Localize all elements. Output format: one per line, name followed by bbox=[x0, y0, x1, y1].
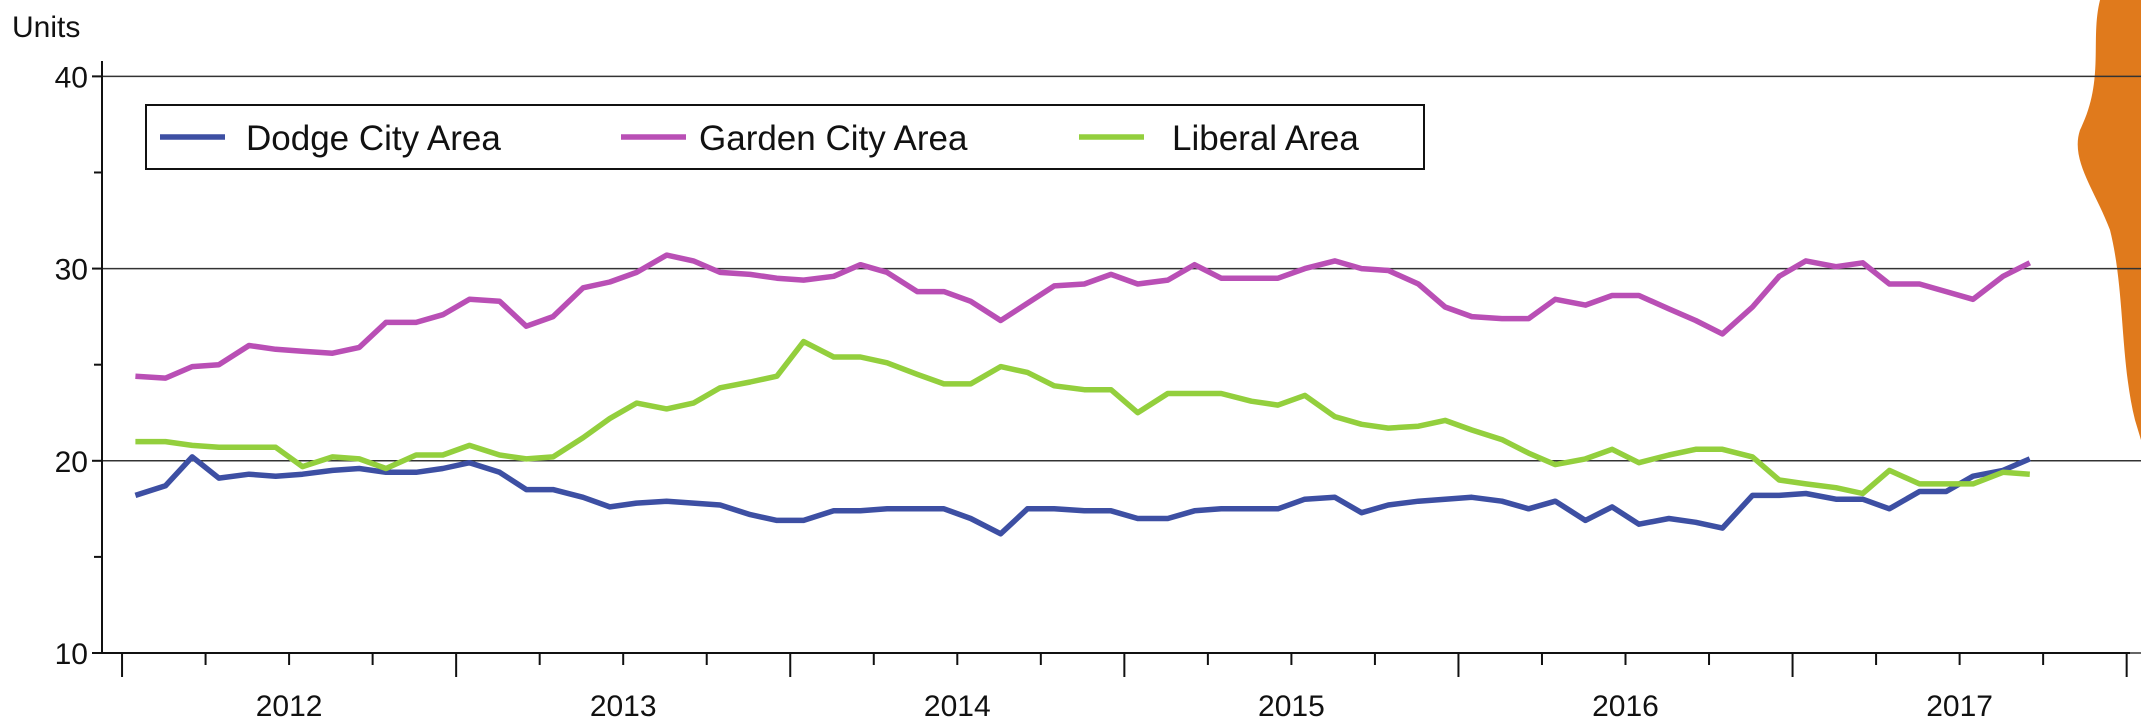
x-tick-label: 2014 bbox=[924, 690, 991, 723]
y-tick-label: 30 bbox=[55, 254, 88, 287]
y-tick-label: 40 bbox=[55, 61, 88, 94]
legend-label: Dodge City Area bbox=[246, 119, 501, 158]
legend: Dodge City Area Garden City Area Liberal A… bbox=[145, 104, 1425, 170]
y-tick-label: 20 bbox=[55, 446, 88, 479]
legend-label: Liberal Area bbox=[1172, 119, 1359, 158]
legend-box bbox=[145, 104, 1425, 170]
series-line bbox=[135, 338, 2030, 497]
legend-label: Garden City Area bbox=[699, 119, 968, 158]
x-tick-label: 2013 bbox=[590, 690, 657, 723]
background-fragment bbox=[2077, 0, 2141, 440]
x-tick-label: 2015 bbox=[1258, 690, 1325, 723]
y-axis-label: Units bbox=[12, 11, 80, 44]
x-tick-label: 2016 bbox=[1592, 690, 1659, 723]
y-tick-label: 10 bbox=[55, 638, 88, 671]
series-line bbox=[134, 454, 2031, 537]
x-tick-label: 2017 bbox=[1926, 690, 1993, 723]
x-tick-label: 2012 bbox=[256, 690, 323, 723]
series-line bbox=[135, 252, 2032, 381]
